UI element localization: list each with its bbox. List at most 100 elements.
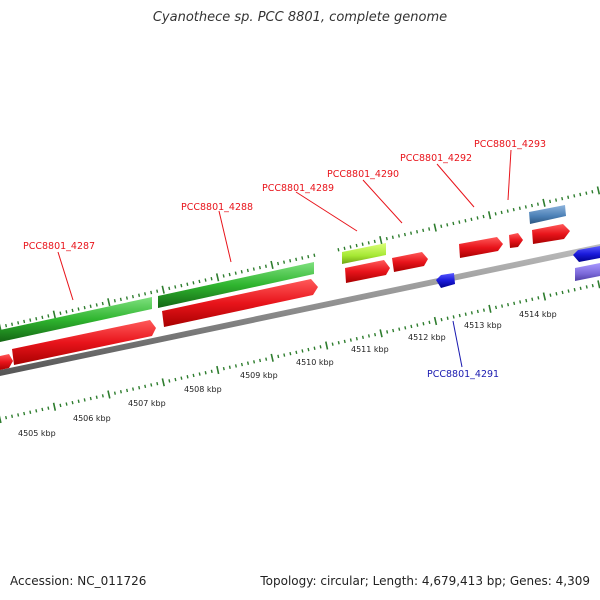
minor-tick bbox=[440, 224, 443, 228]
gene-label-4292[interactable]: PCC8801_4292 bbox=[400, 153, 472, 164]
major-tick bbox=[161, 285, 165, 294]
cds-forward-arrow bbox=[12, 320, 156, 365]
minor-tick bbox=[89, 304, 92, 309]
minor-tick bbox=[283, 353, 286, 357]
scale-label: 4511 kbp bbox=[351, 345, 389, 354]
cds-forward-arrow bbox=[392, 252, 428, 272]
minor-tick bbox=[343, 339, 346, 344]
minor-tick bbox=[591, 190, 594, 194]
gene-leader-line bbox=[57, 251, 74, 301]
minor-tick bbox=[355, 243, 358, 248]
minor-tick bbox=[204, 278, 207, 282]
minor-tick bbox=[585, 285, 588, 289]
minor-tick bbox=[246, 361, 250, 365]
minor-tick bbox=[113, 299, 116, 303]
minor-tick bbox=[174, 285, 177, 289]
gene-label-4291[interactable]: PCC8801_4291 bbox=[427, 369, 499, 380]
minor-tick bbox=[374, 332, 377, 337]
minor-tick bbox=[531, 297, 534, 301]
gene-leader-line bbox=[218, 210, 232, 263]
minor-tick bbox=[476, 216, 479, 220]
minor-tick bbox=[452, 221, 455, 226]
gene-leader-line bbox=[436, 163, 475, 208]
genome-title: Cyanothece sp. PCC 8801, complete genome bbox=[152, 10, 448, 25]
minor-tick bbox=[11, 414, 14, 418]
genome-backbone bbox=[0, 244, 600, 376]
minor-tick bbox=[494, 305, 498, 310]
minor-tick bbox=[398, 327, 401, 331]
minor-tick bbox=[404, 326, 407, 330]
minor-tick bbox=[126, 388, 129, 393]
minor-tick bbox=[386, 330, 389, 334]
minor-tick bbox=[198, 372, 201, 376]
scale-label: 4509 kbp bbox=[240, 371, 278, 380]
minor-tick bbox=[525, 298, 528, 303]
minor-tick bbox=[222, 366, 225, 371]
minor-tick bbox=[337, 341, 340, 345]
minor-tick bbox=[567, 289, 570, 293]
gene-leader-line bbox=[452, 320, 463, 368]
minor-tick bbox=[156, 289, 159, 293]
minor-tick bbox=[119, 390, 122, 394]
minor-tick bbox=[186, 282, 189, 286]
minor-tick bbox=[71, 308, 74, 313]
minor-tick bbox=[23, 319, 26, 324]
minor-tick bbox=[95, 303, 98, 307]
major-tick bbox=[487, 211, 492, 220]
minor-tick bbox=[361, 335, 364, 340]
minor-tick bbox=[71, 400, 74, 405]
minor-tick bbox=[579, 286, 582, 291]
minor-tick bbox=[125, 296, 128, 300]
minor-tick bbox=[77, 399, 80, 404]
minor-tick bbox=[549, 293, 552, 297]
lower-tick-track bbox=[0, 280, 600, 424]
cds-reverse-arrow bbox=[573, 246, 600, 262]
minor-tick bbox=[513, 301, 516, 306]
minor-tick bbox=[35, 317, 38, 321]
minor-tick bbox=[186, 375, 189, 379]
gene-label-4288[interactable]: PCC8801_4288 bbox=[181, 202, 253, 213]
scale-label: 4513 kbp bbox=[464, 321, 502, 330]
minor-tick bbox=[35, 409, 38, 413]
cds-forward-arrow bbox=[162, 279, 318, 327]
major-tick bbox=[542, 292, 547, 301]
minor-tick bbox=[512, 207, 515, 212]
major-tick bbox=[542, 198, 546, 207]
minor-tick bbox=[252, 267, 255, 271]
minor-tick bbox=[265, 357, 268, 361]
cds-forward-arrow bbox=[509, 233, 523, 248]
gene-label-4287[interactable]: PCC8801_4287 bbox=[23, 241, 95, 252]
minor-tick bbox=[537, 296, 540, 300]
major-tick bbox=[379, 236, 383, 245]
minor-tick bbox=[138, 293, 141, 297]
minor-tick bbox=[289, 259, 292, 263]
minor-tick bbox=[192, 281, 195, 285]
major-tick bbox=[597, 280, 600, 289]
minor-tick bbox=[530, 203, 533, 208]
minor-tick bbox=[295, 257, 298, 262]
scale-label: 4508 kbp bbox=[184, 385, 222, 394]
minor-tick bbox=[168, 379, 171, 383]
topology-summary-text: Topology: circular; Length: 4,679,413 bp… bbox=[260, 574, 590, 588]
minor-tick bbox=[258, 265, 261, 270]
minor-tick bbox=[156, 381, 159, 386]
minor-tick bbox=[507, 302, 510, 307]
minor-tick bbox=[391, 235, 394, 240]
minor-tick bbox=[403, 232, 406, 237]
major-tick bbox=[433, 223, 437, 232]
major-tick bbox=[216, 365, 220, 375]
gene-label-4289[interactable]: PCC8801_4289 bbox=[262, 183, 334, 194]
minor-tick bbox=[470, 217, 473, 222]
gene-label-4290[interactable]: PCC8801_4290 bbox=[327, 169, 399, 180]
minor-tick bbox=[5, 415, 8, 420]
minor-tick bbox=[567, 195, 570, 199]
minor-tick bbox=[555, 292, 558, 296]
minor-tick bbox=[355, 336, 358, 341]
gene-label-4293[interactable]: PCC8801_4293 bbox=[474, 139, 546, 150]
minor-tick bbox=[561, 196, 564, 201]
minor-tick bbox=[561, 290, 564, 295]
minor-tick bbox=[410, 231, 413, 235]
feature-bar-green-2 bbox=[158, 262, 314, 308]
minor-tick bbox=[591, 283, 594, 288]
minor-tick bbox=[313, 253, 316, 257]
